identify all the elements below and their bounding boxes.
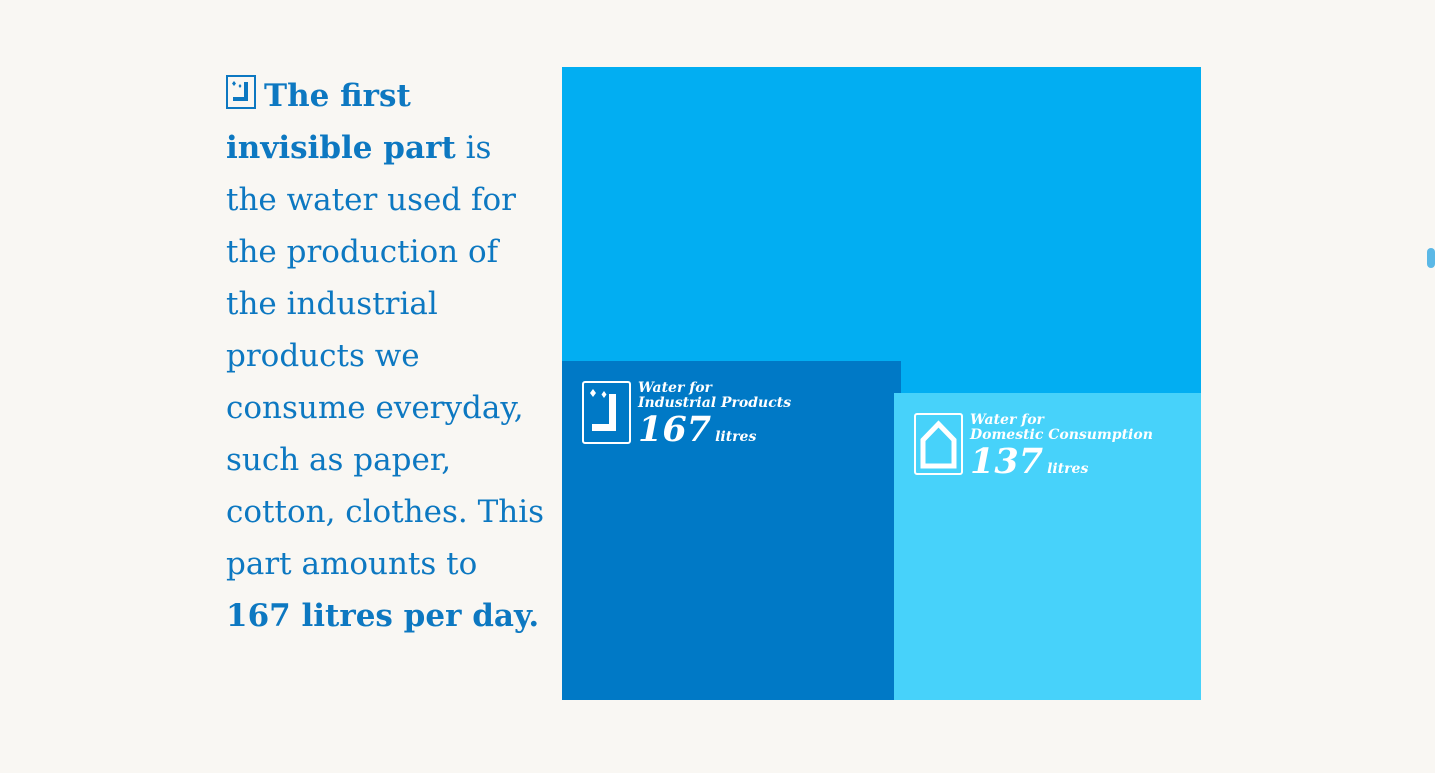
house-icon [914, 413, 963, 475]
label-domestic-line2: Domestic Consumption [970, 427, 1153, 443]
treemap-chart [562, 67, 1201, 700]
label-domestic-line1: Water for [970, 412, 1044, 428]
faucet-icon [582, 381, 631, 444]
intro-text: The first invisible part is the water us… [226, 70, 546, 642]
label-industrial-value: 167 [638, 409, 712, 450]
intro-highlight: 167 litres per day. [226, 598, 540, 634]
intro-body: is the water used for the production of … [226, 130, 545, 582]
scroll-indicator[interactable] [1427, 248, 1435, 268]
treemap-block-industrial [562, 361, 901, 700]
intro-heading: The first invisible part [226, 78, 456, 166]
label-industrial: Water for Industrial Products 167 litres [582, 381, 791, 449]
label-domestic: Water for Domestic Consumption 137 litres [914, 413, 1153, 481]
label-industrial-unit: litres [715, 429, 757, 445]
label-domestic-unit: litres [1047, 461, 1089, 477]
label-industrial-line1: Water for [638, 380, 712, 396]
label-domestic-value: 137 [970, 441, 1044, 482]
faucet-icon [226, 75, 256, 109]
treemap-block-domestic [894, 393, 1201, 700]
label-industrial-line2: Industrial Products [638, 395, 792, 411]
